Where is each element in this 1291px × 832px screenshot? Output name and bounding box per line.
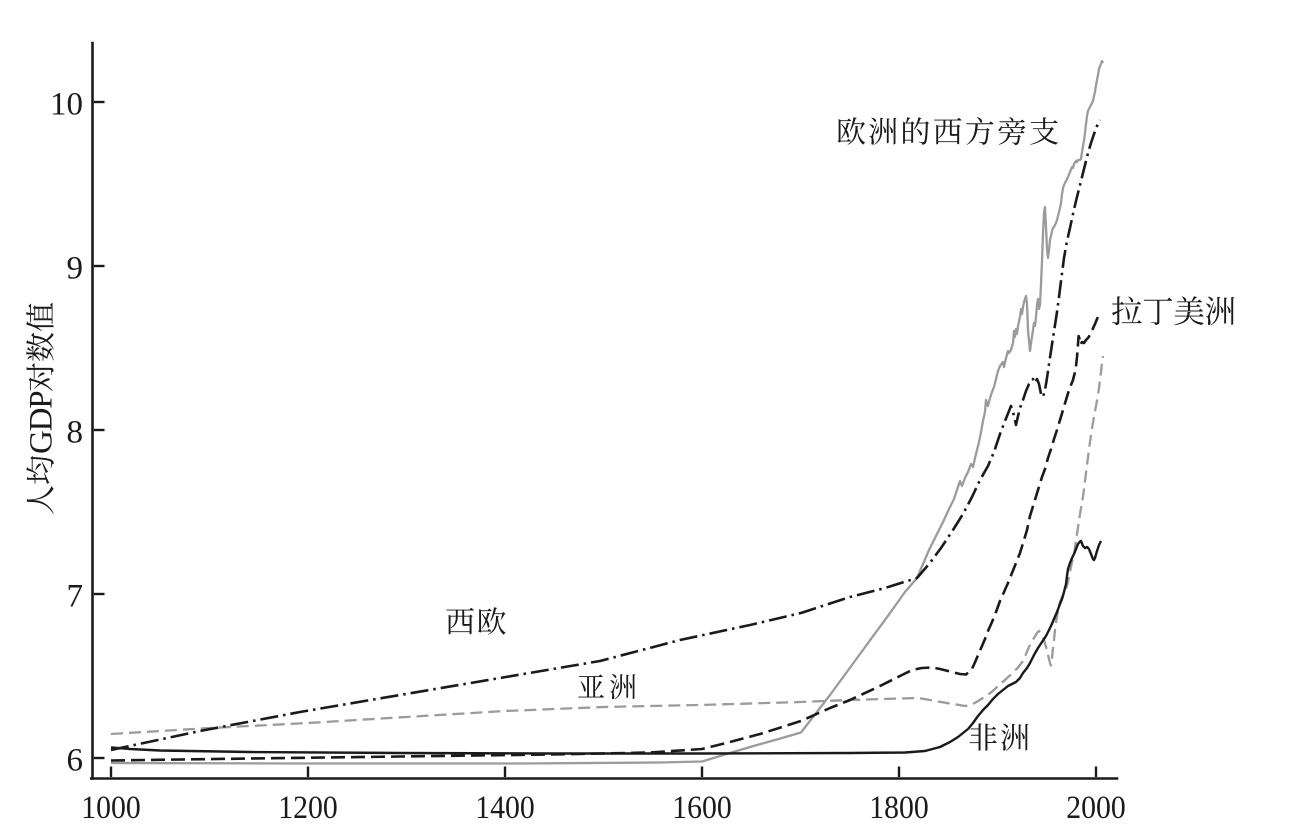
svg-text:1400: 1400 [475,790,535,826]
svg-text:8: 8 [67,415,84,451]
svg-text:1000: 1000 [81,790,141,826]
svg-text:GDP: GDP [24,391,60,454]
svg-text:10: 10 [50,87,83,123]
svg-text:6: 6 [67,743,84,779]
svg-text:1800: 1800 [869,790,929,826]
svg-text:7: 7 [67,579,84,615]
svg-text:1200: 1200 [278,790,338,826]
svg-text:1600: 1600 [672,790,732,826]
svg-text:9: 9 [67,251,84,287]
svg-text:2000: 2000 [1066,790,1126,826]
